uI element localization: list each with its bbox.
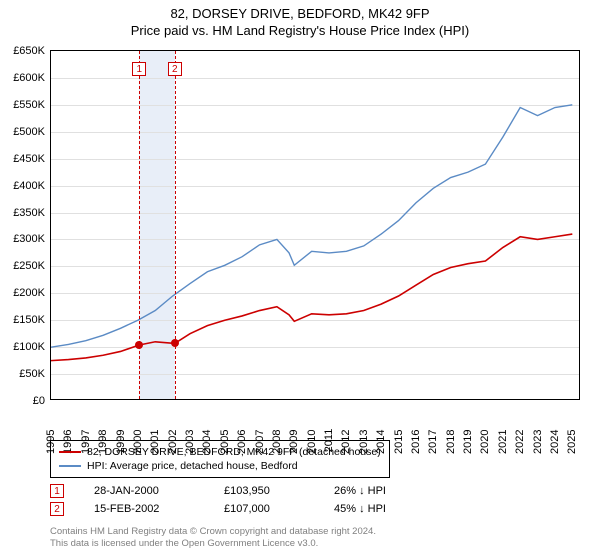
series-line <box>51 105 572 347</box>
gridline <box>51 266 579 267</box>
sales-date: 15-FEB-2002 <box>94 503 194 515</box>
sales-row: 2 15-FEB-2002 £107,000 45% ↓ HPI <box>50 500 434 518</box>
sales-marker: 1 <box>50 484 64 498</box>
legend-label: 82, DORSEY DRIVE, BEDFORD, MK42 9FP (det… <box>87 446 381 458</box>
gridline <box>51 105 579 106</box>
x-tick-label: 2018 <box>445 429 457 453</box>
x-tick-label: 2025 <box>566 429 578 453</box>
gridline <box>51 186 579 187</box>
gridline <box>51 78 579 79</box>
chart-container: 82, DORSEY DRIVE, BEDFORD, MK42 9FP Pric… <box>0 0 600 560</box>
y-tick-label: £0 <box>0 395 45 407</box>
gridline <box>51 239 579 240</box>
x-tick-label: 2021 <box>497 429 509 453</box>
x-tick-label: 2023 <box>532 429 544 453</box>
title-main: 82, DORSEY DRIVE, BEDFORD, MK42 9FP <box>0 6 600 21</box>
y-tick-label: £200K <box>0 287 45 299</box>
y-tick-label: £600K <box>0 72 45 84</box>
series-line <box>51 234 572 361</box>
sale-marker: 2 <box>168 62 182 76</box>
legend-swatch <box>59 451 81 453</box>
x-tick-label: 2015 <box>393 429 405 453</box>
x-tick-label: 2016 <box>410 429 422 453</box>
legend-label: HPI: Average price, detached house, Bedf… <box>87 460 298 472</box>
y-tick-label: £500K <box>0 126 45 138</box>
chart-area: £0£50K£100K£150K£200K£250K£300K£350K£400… <box>50 50 580 400</box>
sales-pct: 45% ↓ HPI <box>334 503 434 515</box>
legend: 82, DORSEY DRIVE, BEDFORD, MK42 9FP (det… <box>50 440 390 478</box>
gridline <box>51 293 579 294</box>
sales-table: 1 28-JAN-2000 £103,950 26% ↓ HPI 2 15-FEB-200… <box>50 482 434 518</box>
legend-row: 82, DORSEY DRIVE, BEDFORD, MK42 9FP (det… <box>59 445 381 459</box>
sales-marker: 2 <box>50 502 64 516</box>
sales-row: 1 28-JAN-2000 £103,950 26% ↓ HPI <box>50 482 434 500</box>
legend-row: HPI: Average price, detached house, Bedf… <box>59 459 381 473</box>
sales-pct: 26% ↓ HPI <box>334 485 434 497</box>
footnote: Contains HM Land Registry data © Crown c… <box>50 526 376 550</box>
x-tick-label: 2022 <box>514 429 526 453</box>
x-tick-label: 2017 <box>427 429 439 453</box>
y-tick-label: £350K <box>0 207 45 219</box>
sales-price: £103,950 <box>224 485 304 497</box>
gridline <box>51 320 579 321</box>
gridline <box>51 159 579 160</box>
y-tick-label: £650K <box>0 45 45 57</box>
y-tick-label: £300K <box>0 233 45 245</box>
titles: 82, DORSEY DRIVE, BEDFORD, MK42 9FP Pric… <box>0 0 600 38</box>
gridline <box>51 132 579 133</box>
y-tick-label: £400K <box>0 180 45 192</box>
footnote-line-2: This data is licensed under the Open Gov… <box>50 538 376 550</box>
gridline <box>51 213 579 214</box>
plot: £0£50K£100K£150K£200K£250K£300K£350K£400… <box>50 50 580 400</box>
gridline <box>51 374 579 375</box>
sales-date: 28-JAN-2000 <box>94 485 194 497</box>
x-tick-label: 2020 <box>479 429 491 453</box>
title-sub: Price paid vs. HM Land Registry's House … <box>0 23 600 38</box>
legend-swatch <box>59 465 81 467</box>
y-tick-label: £250K <box>0 260 45 272</box>
y-tick-label: £150K <box>0 314 45 326</box>
y-tick-label: £100K <box>0 341 45 353</box>
footnote-line-1: Contains HM Land Registry data © Crown c… <box>50 526 376 538</box>
y-tick-label: £450K <box>0 153 45 165</box>
y-tick-label: £50K <box>0 368 45 380</box>
sale-point <box>135 341 143 349</box>
sale-marker: 1 <box>132 62 146 76</box>
x-tick-label: 2019 <box>462 429 474 453</box>
lines-svg <box>51 51 581 401</box>
sale-point <box>171 339 179 347</box>
sales-price: £107,000 <box>224 503 304 515</box>
gridline <box>51 347 579 348</box>
y-tick-label: £550K <box>0 99 45 111</box>
x-tick-label: 2024 <box>549 429 561 453</box>
